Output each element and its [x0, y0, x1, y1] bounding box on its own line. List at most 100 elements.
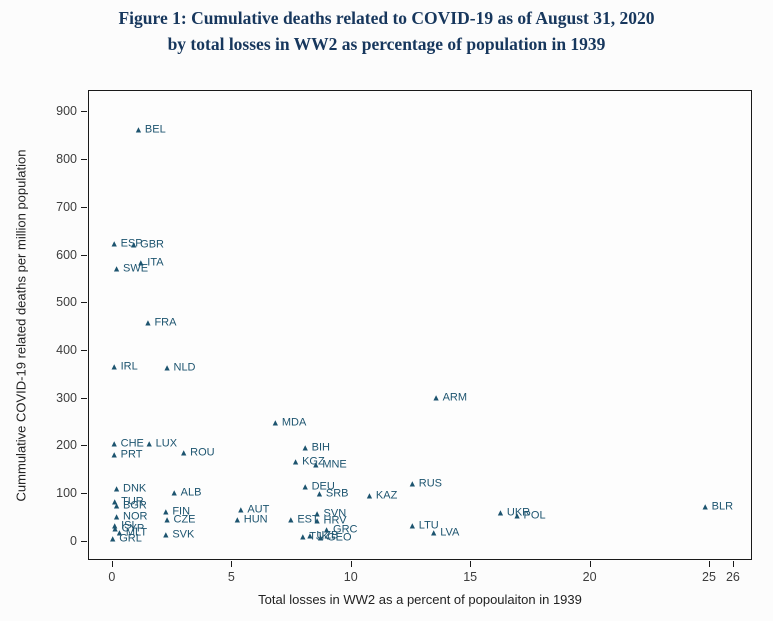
country-code-label: KAZ: [375, 489, 398, 502]
data-point-swe: ▲ SWE: [112, 262, 149, 275]
triangle-marker-icon: ▲: [312, 508, 322, 519]
country-code-label: BLR: [711, 500, 734, 513]
x-axis-tick: [231, 561, 233, 567]
triangle-marker-icon: ▲: [291, 456, 301, 467]
data-point-irl: ▲ IRL: [109, 360, 138, 373]
triangle-marker-icon: ▲: [110, 520, 120, 531]
triangle-marker-icon: ▲: [112, 263, 122, 274]
triangle-marker-icon: ▲: [300, 481, 310, 492]
triangle-marker-icon: ▲: [286, 514, 296, 525]
data-point-gbr: ▲ GBR: [129, 239, 164, 250]
triangle-marker-icon: ▲: [322, 524, 332, 535]
data-point-tur: ▲ TUR: [110, 496, 144, 508]
country-code-label: KGZ: [302, 455, 325, 468]
data-point-svn: ▲ SVN: [312, 508, 347, 520]
country-code-label: EST: [297, 513, 319, 526]
country-code-label: RUS: [418, 477, 442, 490]
data-point-esp: ▲ ESP: [110, 237, 143, 250]
triangle-marker-icon: ▲: [112, 483, 122, 494]
data-point-mda: ▲ MDA: [271, 417, 306, 428]
data-point-svk: ▲ SVK: [161, 528, 195, 541]
data-point-kaz: ▲ KAZ: [365, 490, 397, 501]
x-axis-tick: [470, 561, 472, 567]
y-axis-tick: [81, 350, 87, 352]
triangle-marker-icon: ▲: [112, 511, 122, 522]
data-point-uzb: ▲ UZB: [305, 530, 338, 542]
triangle-marker-icon: ▲: [134, 124, 143, 135]
triangle-marker-icon: ▲: [109, 438, 119, 449]
triangle-marker-icon: ▲: [305, 530, 315, 541]
data-point-kgz: ▲ KGZ: [291, 455, 325, 468]
data-point-bgr: ▲ BGR: [112, 500, 147, 512]
country-code-label: NOR: [123, 510, 148, 523]
x-axis-label: Total losses in WW2 as a percent of popo…: [258, 592, 582, 607]
triangle-marker-icon: ▲: [109, 361, 119, 372]
y-axis-tick: [81, 111, 87, 113]
country-code-label: FRA: [154, 316, 177, 329]
x-axis-tick: [589, 561, 591, 567]
country-code-label: NLD: [173, 361, 196, 374]
country-code-label: ROU: [190, 446, 215, 459]
triangle-marker-icon: ▲: [110, 496, 120, 507]
triangle-marker-icon: ▲: [270, 417, 280, 428]
data-point-alb: ▲ ALB: [169, 486, 202, 499]
country-code-label: LVA: [440, 526, 460, 539]
y-axis-tick-label: 500: [56, 295, 77, 310]
country-code-label: IRL: [120, 360, 138, 373]
data-point-deu: ▲ DEU: [301, 481, 335, 492]
data-point-dnk: ▲ DNK: [112, 482, 147, 495]
country-code-label: MDA: [281, 416, 307, 429]
triangle-marker-icon: ▲: [316, 532, 326, 543]
triangle-marker-icon: ▲: [143, 317, 153, 328]
triangle-marker-icon: ▲: [495, 507, 505, 518]
y-axis-tick: [81, 445, 87, 447]
country-code-label: SVK: [172, 528, 195, 541]
triangle-marker-icon: ▲: [161, 529, 171, 540]
y-axis-tick-label: 0: [70, 533, 77, 548]
figure-title-line-2: by total losses in WW2 as percentage of …: [167, 34, 606, 55]
country-code-label: CHE: [120, 437, 144, 450]
y-axis-tick-label: 400: [56, 343, 77, 358]
y-axis-label-text: Cummulative COVID-19 related deaths per …: [13, 149, 29, 501]
country-code-label: ESP: [120, 237, 143, 250]
data-point-hrv: ▲ HRV: [313, 515, 347, 526]
x-axis-tick-label: 0: [108, 570, 116, 584]
country-code-label: DNK: [123, 482, 147, 495]
triangle-marker-icon: ▲: [136, 257, 146, 268]
country-code-label: CZE: [173, 513, 196, 526]
x-axis-tick-label: 15: [463, 570, 478, 584]
country-code-label: ALB: [180, 486, 202, 499]
y-axis-tick-label: 800: [56, 152, 77, 167]
country-code-label: MLT: [125, 526, 148, 539]
data-point-geo: ▲ GEO: [316, 532, 351, 543]
x-axis-tick: [350, 561, 352, 567]
data-point-mne: ▲ MNE: [311, 459, 346, 471]
country-code-label: ARM: [442, 391, 468, 404]
country-code-label: AUT: [247, 503, 270, 516]
country-code-label: BEL: [144, 123, 166, 136]
triangle-marker-icon: ▲: [161, 506, 171, 517]
triangle-marker-icon: ▲: [169, 487, 179, 498]
data-point-lux: ▲ LUX: [144, 437, 178, 450]
country-code-label: POL: [523, 509, 546, 522]
triangle-marker-icon: ▲: [314, 488, 324, 499]
country-code-label: LUX: [155, 437, 178, 450]
y-axis-tick-label: 300: [56, 390, 77, 405]
triangle-marker-icon: ▲: [311, 459, 321, 470]
data-point-lva: ▲ LVA: [429, 526, 460, 539]
x-axis-tick: [111, 561, 113, 567]
x-axis-tick-label: 10: [343, 570, 358, 584]
triangle-marker-icon: ▲: [110, 523, 120, 534]
triangle-marker-icon: ▲: [162, 514, 172, 525]
country-code-label: GRL: [119, 532, 142, 545]
y-axis-tick-label: 200: [56, 438, 77, 453]
plot-area: ▲ BEL ▲ ESP ▲ GBR ▲ ITA ▲ SWE ▲ FRA ▲ IRL ▲ NLD ▲ ARM ▲ MDA…: [88, 90, 752, 560]
x-axis-tick-label: 5: [227, 570, 235, 584]
data-point-cze: ▲ CZE: [162, 513, 196, 526]
y-axis-tick: [81, 159, 87, 161]
data-point-bel: ▲ BEL: [134, 123, 166, 136]
triangle-marker-icon: ▲: [144, 438, 154, 449]
data-point-ltu: ▲ LTU: [408, 520, 439, 531]
country-code-label: SWE: [123, 262, 149, 275]
y-axis-tick: [81, 397, 87, 399]
